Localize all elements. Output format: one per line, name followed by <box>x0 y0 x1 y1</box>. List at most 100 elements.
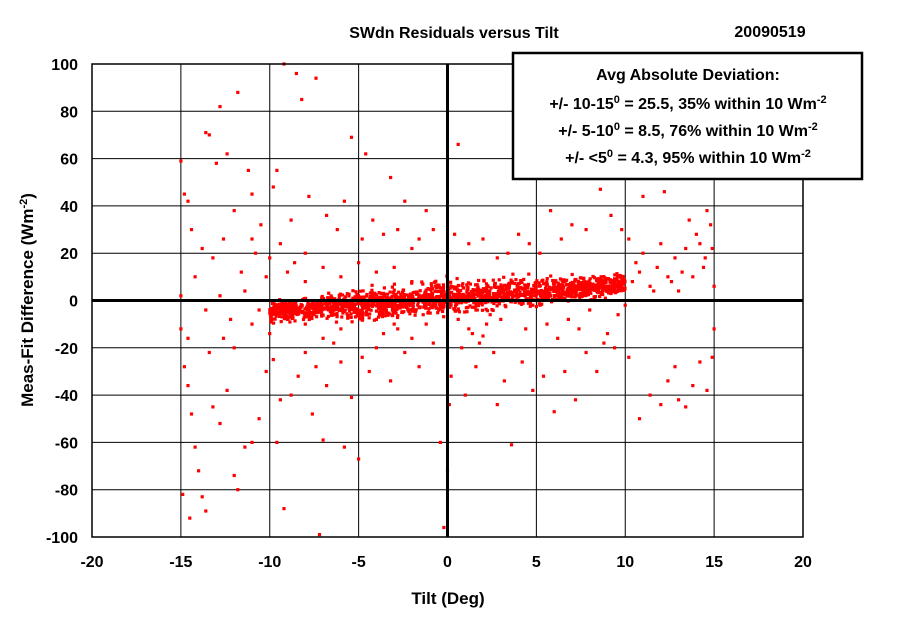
data-point <box>433 300 437 304</box>
data-point <box>534 292 538 296</box>
data-point <box>712 284 716 288</box>
data-point <box>623 303 627 307</box>
data-point <box>531 388 535 392</box>
data-point <box>346 304 350 308</box>
data-point <box>456 142 460 146</box>
data-point <box>544 289 548 293</box>
data-point <box>614 284 618 288</box>
data-point <box>502 275 506 279</box>
data-point <box>326 296 330 300</box>
data-point <box>296 306 300 311</box>
data-point <box>584 228 588 232</box>
data-point <box>514 278 518 282</box>
annotation-frame <box>511 51 864 181</box>
data-point <box>554 279 558 283</box>
data-point <box>375 304 379 308</box>
data-point <box>612 279 616 283</box>
data-point <box>339 275 343 279</box>
data-point <box>488 294 492 298</box>
data-point <box>399 295 403 299</box>
data-point <box>500 296 504 300</box>
data-point <box>431 300 435 305</box>
data-point <box>368 291 372 295</box>
data-point <box>441 309 445 313</box>
data-point <box>548 286 552 290</box>
data-point <box>545 277 549 281</box>
data-point <box>412 300 416 305</box>
data-point <box>552 281 557 285</box>
data-point <box>303 350 307 355</box>
data-point <box>589 288 593 292</box>
data-point <box>329 294 333 298</box>
data-point <box>577 287 581 291</box>
data-point <box>666 275 670 279</box>
data-point <box>375 293 379 297</box>
data-point <box>526 292 530 296</box>
data-point <box>280 311 284 315</box>
data-point <box>449 284 453 288</box>
data-point <box>179 294 183 298</box>
data-point <box>565 294 569 298</box>
data-point <box>367 303 371 307</box>
data-point <box>362 304 367 308</box>
data-point <box>377 291 381 295</box>
data-point <box>424 209 428 213</box>
data-point <box>306 315 310 319</box>
data-point <box>591 274 595 279</box>
data-point <box>347 294 351 298</box>
data-point <box>236 488 240 492</box>
y-axis-label: Meas-Fit Difference (Wm-2) <box>18 193 37 407</box>
data-point <box>293 312 297 316</box>
data-point <box>382 295 386 299</box>
data-point <box>513 281 517 286</box>
data-point <box>410 292 414 296</box>
x-tick-label: 5 <box>532 554 541 571</box>
data-point <box>410 307 414 311</box>
data-point <box>701 265 706 269</box>
data-point <box>433 284 437 288</box>
data-point <box>574 289 578 293</box>
data-point <box>200 495 204 499</box>
data-point <box>396 314 400 318</box>
data-point <box>340 304 344 308</box>
data-point <box>431 341 435 345</box>
data-point <box>321 265 325 269</box>
data-point <box>465 289 469 293</box>
data-point <box>599 275 603 279</box>
data-point <box>588 308 592 312</box>
data-point <box>578 296 582 300</box>
data-point <box>538 251 542 255</box>
data-point <box>499 283 503 287</box>
data-point <box>552 289 556 293</box>
data-point <box>335 228 339 232</box>
data-point <box>288 315 292 319</box>
data-point <box>386 292 390 296</box>
data-point <box>532 289 536 293</box>
data-point <box>385 304 389 309</box>
data-point <box>368 296 372 301</box>
data-point <box>463 310 467 314</box>
data-point <box>596 290 600 294</box>
data-point <box>476 285 480 289</box>
data-point <box>392 282 396 286</box>
data-point <box>280 305 284 309</box>
data-point <box>549 274 553 278</box>
data-point <box>400 310 404 314</box>
data-point <box>427 302 431 306</box>
data-point <box>374 346 378 350</box>
x-tick-label: -10 <box>258 554 281 571</box>
data-point <box>491 308 495 312</box>
data-point <box>609 285 613 289</box>
data-point <box>542 291 546 296</box>
data-point <box>384 308 388 312</box>
data-point <box>495 403 499 407</box>
data-point <box>346 303 350 307</box>
data-point <box>301 311 305 315</box>
data-point <box>559 292 563 296</box>
data-point <box>278 308 283 313</box>
data-point <box>308 305 312 309</box>
data-point <box>530 287 534 292</box>
data-point <box>229 317 233 321</box>
data-point <box>400 305 404 309</box>
data-point <box>277 302 281 306</box>
